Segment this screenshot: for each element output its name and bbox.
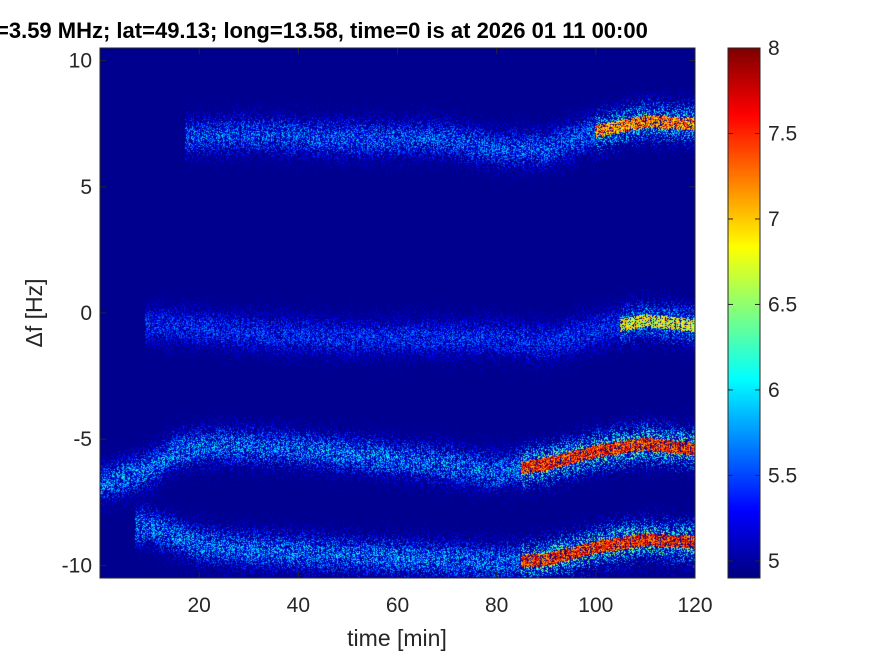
chart-title: =3.59 MHz; lat=49.13; long=13.58, time=0… [0,18,648,43]
spectrogram-axes: 20 40 60 80 100 120 10 5 0 -5 -10 [62,47,713,617]
colorbar-tick-label: 6.5 [768,293,797,316]
y-axis: 10 5 0 -5 -10 [62,50,695,577]
colorbar-tick-label: 8 [768,37,780,60]
colorbar-ticks: 5 5.5 6 6.5 7 7.5 8 [728,37,797,573]
x-tick-label: 100 [578,594,613,617]
colorbar-gradient-area [728,48,760,578]
x-tick-label: 20 [187,594,210,617]
x-tick-label: 120 [677,594,712,617]
y-tick-label: -10 [62,554,92,577]
x-axis: 20 40 60 80 100 120 [187,48,713,617]
colorbar-tick-label: 5.5 [768,464,797,487]
x-axis-label: time [min] [347,625,447,651]
colorbar-tick-label: 6 [768,379,780,402]
y-axis-label: Δf [Hz] [21,278,47,347]
colorbar-tick-label: 7.5 [768,122,797,145]
y-tick-label: 5 [80,176,92,199]
colorbar-tick-label: 7 [768,208,780,231]
x-tick-label: 60 [386,594,409,617]
x-tick-label: 40 [287,594,310,617]
colorbar-gradient [728,48,760,578]
spectrogram-heatmap [100,48,695,578]
y-tick-label: 10 [69,50,92,73]
x-tick-label: 80 [485,594,508,617]
y-tick-label: 0 [80,302,92,325]
colorbar: 5 5.5 6 6.5 7 7.5 8 [727,37,797,579]
spectrogram-plot-area [100,48,695,578]
colorbar-frame [727,47,761,579]
colorbar-tick-label: 5 [768,550,780,573]
y-tick-label: -5 [73,428,92,451]
